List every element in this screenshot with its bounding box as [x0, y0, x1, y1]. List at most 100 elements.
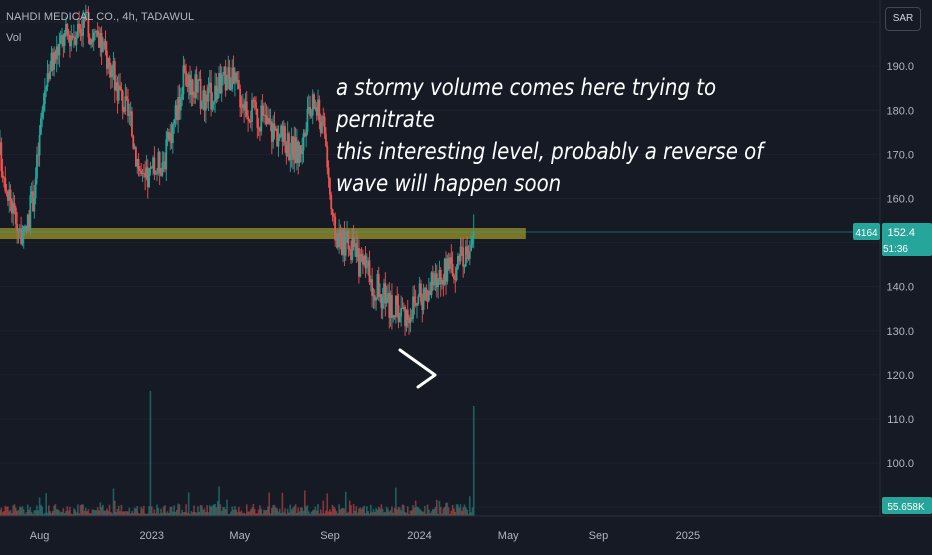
candle-body [253, 100, 256, 102]
candle-body [211, 104, 214, 110]
volume-bar [137, 513, 140, 516]
symbol-title[interactable]: NAHDI MEDICAL CO., 4h, TADAWUL [6, 11, 195, 23]
volume-bar [438, 500, 441, 516]
annotation-text: a stormy volume comes here trying to per… [336, 75, 764, 197]
volume-bar [51, 510, 54, 516]
price-axis[interactable]: 90.0100.0110.0120.0130.0140.0150.0160.01… [879, 0, 932, 550]
resistance-zone [0, 228, 526, 240]
candle-body [343, 229, 346, 256]
volume-bar [281, 492, 284, 516]
candle-body [193, 95, 195, 98]
volume-bar [91, 509, 94, 516]
candle-body [3, 177, 5, 179]
volume-bar [166, 511, 169, 516]
candle-body [71, 35, 74, 38]
volume-bar [169, 507, 172, 516]
volume-bar [129, 513, 132, 516]
volume-bar [209, 505, 211, 516]
volume-bar [161, 512, 164, 516]
volume-bar [66, 506, 69, 516]
time-tick-label: Sep [320, 530, 340, 542]
volume-bar [26, 504, 29, 516]
volume-bar [470, 512, 472, 516]
volume-bar [468, 496, 471, 516]
candle-body [298, 145, 301, 163]
candle-body [398, 316, 401, 323]
candle-body [34, 178, 37, 198]
volume-bar [174, 511, 177, 516]
candle-body [472, 231, 475, 237]
volume-bar [261, 513, 264, 516]
volume-bar [202, 509, 205, 516]
volume-bar [240, 510, 243, 516]
volume-bar [409, 510, 412, 516]
volume-bar [402, 505, 405, 516]
price-tick-label: 120.0 [886, 370, 914, 382]
candle-body [124, 96, 127, 112]
volume-bar [193, 505, 195, 516]
candle-body [410, 317, 413, 319]
volume-bar [441, 513, 443, 516]
candle-body [136, 159, 139, 167]
volume-bar [269, 513, 272, 516]
volume-bar [41, 506, 44, 516]
currency-button[interactable]: SAR [885, 7, 921, 31]
candle-body [442, 280, 445, 285]
volume-bar [455, 504, 458, 516]
candle-body [150, 167, 153, 169]
volume-bar [99, 502, 102, 516]
candle-body [186, 85, 189, 87]
candle-body [278, 134, 281, 139]
candle-body [321, 116, 323, 133]
candle-body [270, 121, 273, 142]
candle-body [214, 85, 216, 102]
candle-body [112, 61, 115, 70]
volume-bar [179, 513, 182, 516]
candle-body [174, 105, 177, 120]
candle-body [412, 296, 414, 319]
candle-body [142, 172, 145, 174]
volume-indicator-label[interactable]: Vol [6, 32, 22, 44]
candle-body [259, 128, 261, 132]
volume-bar [128, 507, 131, 516]
volume-bar [458, 507, 461, 516]
candle-body [78, 23, 81, 30]
volume-bar [466, 509, 468, 516]
candle-body [280, 125, 282, 135]
candle-body [336, 233, 339, 248]
volume-bar [248, 511, 251, 516]
volume-bar [322, 500, 325, 516]
volume-bar [432, 509, 434, 516]
volume-bar [18, 506, 21, 516]
volume-bar [75, 512, 78, 516]
volume-bar [21, 506, 24, 516]
volume-bar [274, 507, 277, 516]
candle-body [334, 216, 337, 241]
candle-body [18, 229, 21, 231]
volume-bars [0, 391, 475, 516]
candle-body [69, 35, 71, 47]
volume-bar [383, 512, 385, 516]
volume-bar [447, 507, 450, 516]
volume-bar [13, 504, 16, 516]
time-axis[interactable]: Aug 2023 May Sep 2024 May Sep 2025 [0, 515, 932, 550]
volume-bar [359, 507, 362, 516]
candle-body [63, 32, 66, 46]
candle-body [421, 301, 424, 310]
volume-bar [244, 513, 247, 516]
volume-bar [293, 506, 296, 516]
volume-bar [429, 513, 431, 516]
volume-bar [344, 491, 347, 516]
volume-bar [182, 512, 185, 516]
volume-bar [111, 513, 113, 516]
volume-bar [9, 509, 12, 516]
candle-body [376, 273, 379, 298]
volume-bar [249, 509, 252, 516]
candle-body [226, 78, 228, 91]
volume-bar [158, 513, 161, 516]
volume-bar [73, 508, 75, 516]
candle-body [360, 253, 363, 256]
volume-bar [391, 506, 393, 516]
